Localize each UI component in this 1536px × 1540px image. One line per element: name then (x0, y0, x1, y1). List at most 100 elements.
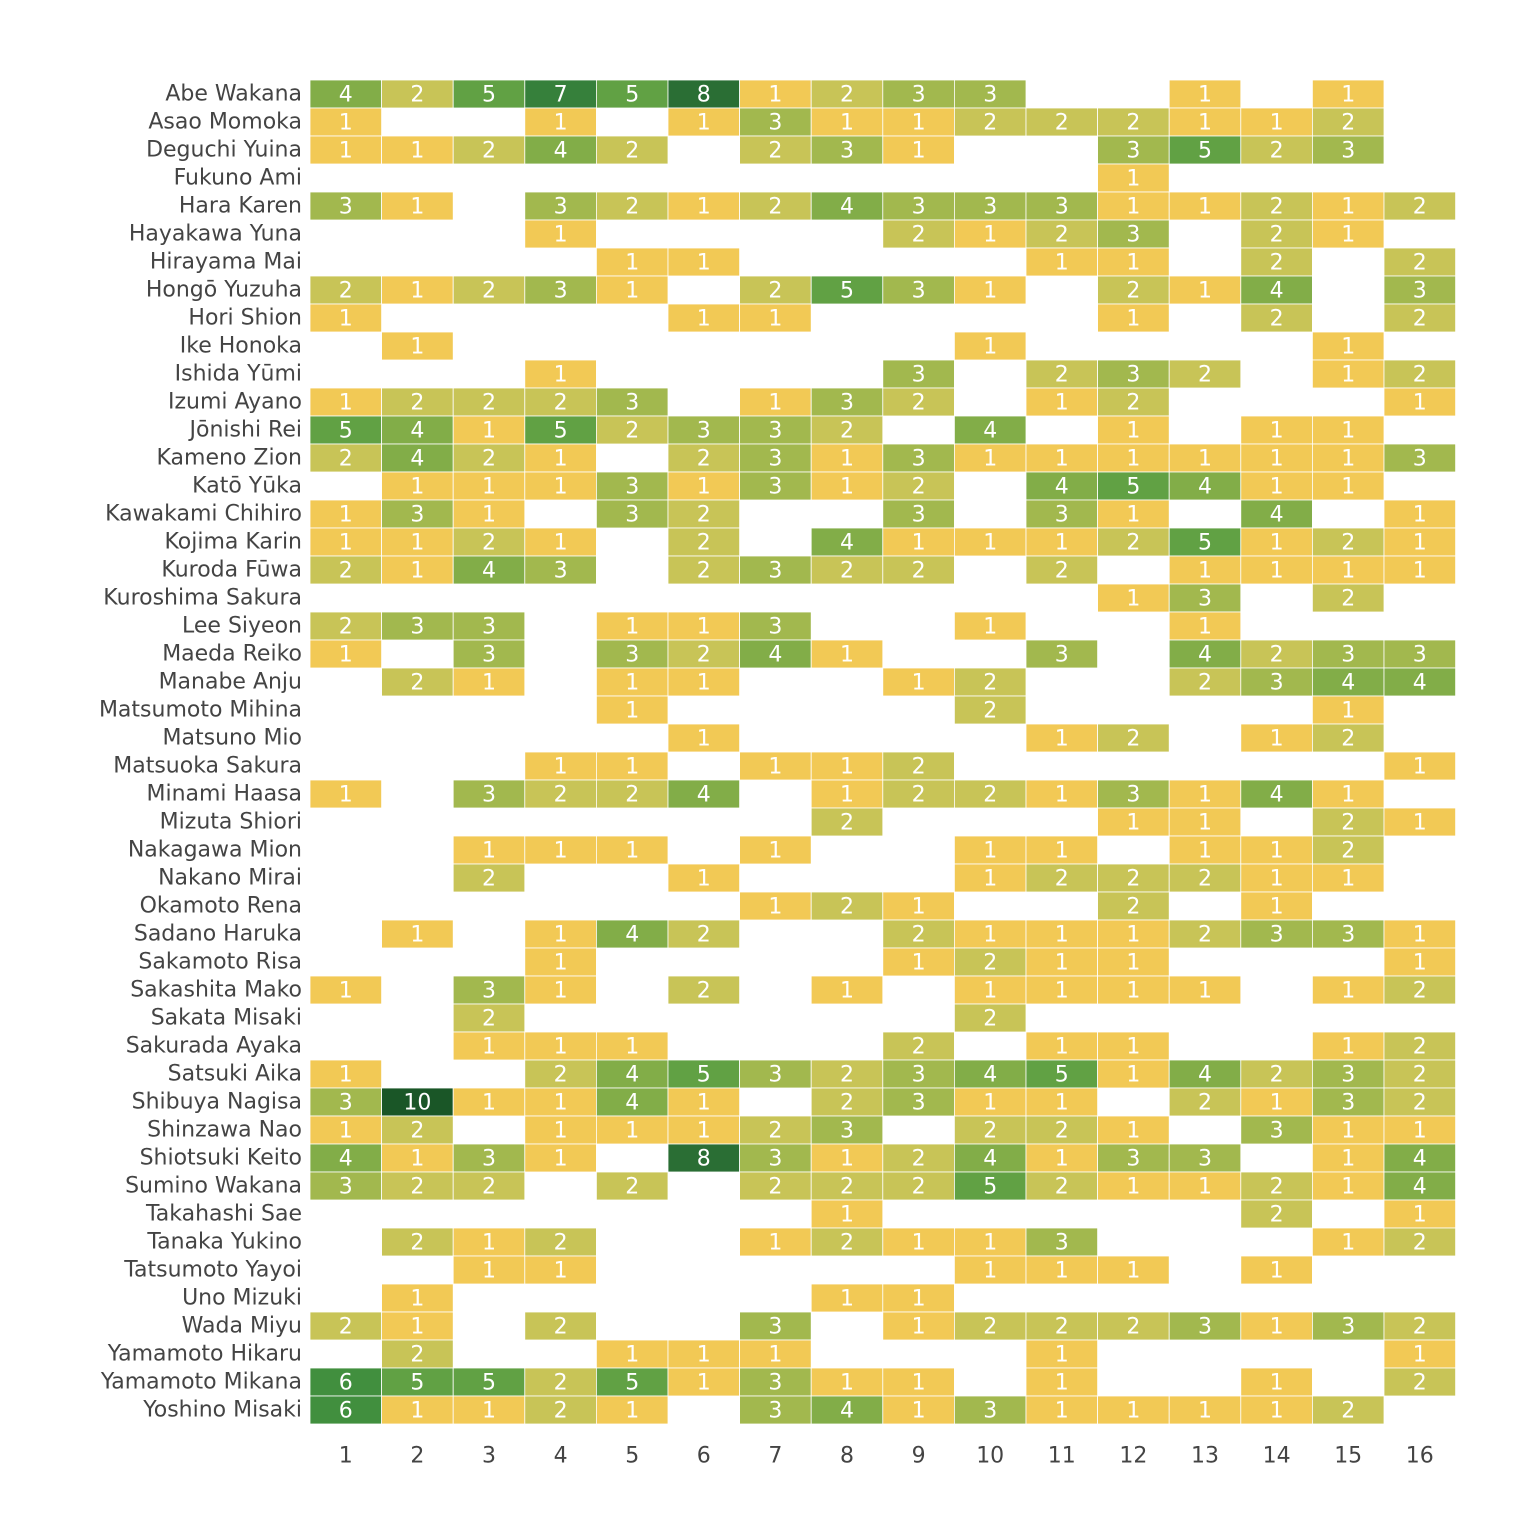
heatmap-cell (596, 611, 669, 641)
cell-value-label: 1 (1055, 783, 1069, 808)
cell-value-label: 2 (1270, 223, 1284, 248)
cell-value-label: 1 (768, 391, 782, 416)
heatmap-cell (1168, 807, 1242, 837)
cell-value-label: 2 (912, 1147, 926, 1172)
cell-value-label: 1 (1270, 475, 1284, 500)
cell-value-label: 1 (697, 195, 711, 220)
cell-value-label: 1 (1341, 867, 1355, 892)
heatmap-cell (452, 415, 526, 445)
cell-value-label: 3 (1413, 279, 1427, 304)
heatmap-cell (1025, 1255, 1098, 1285)
heatmap-cell (381, 1339, 454, 1369)
heatmap-cell (381, 667, 454, 697)
heatmap-cell (452, 1003, 526, 1033)
heatmap-cell (1097, 1255, 1170, 1285)
cell-value-label: 2 (410, 391, 424, 416)
cell-value-label: 1 (1055, 1147, 1069, 1172)
cell-value-label: 2 (1055, 111, 1069, 136)
row-label: Kuroda Fūwa (161, 558, 302, 583)
cell-value-label: 1 (768, 839, 782, 864)
cell-value-label: 3 (482, 783, 496, 808)
cell-value-label: 2 (339, 1315, 353, 1340)
heatmap-cell (381, 191, 454, 221)
cell-value-label: 2 (912, 783, 926, 808)
heatmap-cell (739, 835, 812, 865)
cell-value-label: 3 (339, 195, 353, 220)
cell-value-label: 2 (1341, 587, 1355, 612)
cell-value-label: 2 (1270, 1203, 1284, 1228)
heatmap-cell (1168, 275, 1242, 305)
heatmap-cell (1097, 415, 1170, 445)
cell-value-label: 2 (410, 1119, 424, 1144)
heatmap-cell (882, 1143, 955, 1173)
cell-value-label: 1 (1126, 587, 1140, 612)
heatmap-cell (739, 1395, 812, 1425)
heatmap-cell (1312, 835, 1385, 865)
row-label: Kameno Zion (157, 446, 302, 471)
heatmap-cell (810, 275, 884, 305)
cell-value-label: 1 (1055, 1371, 1069, 1396)
cell-value-label: 4 (339, 1147, 353, 1172)
cell-value-label: 3 (768, 111, 782, 136)
cell-value-label: 3 (912, 447, 926, 472)
cell-value-label: 1 (1055, 1399, 1069, 1424)
cell-value-label: 3 (1270, 923, 1284, 948)
heatmap-cell (1097, 471, 1170, 501)
heatmap-cell (596, 387, 669, 417)
cell-value-label: 2 (1126, 279, 1140, 304)
heatmap-cell (882, 751, 955, 781)
cell-value-label: 3 (912, 279, 926, 304)
cell-value-label: 2 (1055, 867, 1069, 892)
heatmap-cell (739, 191, 812, 221)
heatmap-cell (524, 975, 597, 1005)
heatmap-cell (1383, 1031, 1456, 1061)
cell-value-label: 1 (1413, 559, 1427, 584)
heatmap-cell (739, 303, 812, 333)
cell-value-label: 1 (1270, 839, 1284, 864)
cell-value-label: 1 (339, 503, 353, 528)
cell-value-label: 1 (840, 643, 854, 668)
heatmap-cell (1383, 1059, 1456, 1089)
cell-value-label: 4 (1270, 783, 1284, 808)
cell-value-label: 5 (1198, 139, 1212, 164)
cell-value-label: 3 (410, 503, 424, 528)
heatmap-cell (524, 1143, 597, 1173)
heatmap-cell (1097, 275, 1170, 305)
heatmap-cell (1383, 667, 1456, 697)
heatmap-cell (1240, 891, 1313, 921)
heatmap-cell (524, 835, 597, 865)
heatmap-cell (1383, 555, 1456, 585)
cell-value-label: 1 (983, 279, 997, 304)
cell-value-label: 1 (983, 531, 997, 556)
heatmap-cell (1312, 219, 1385, 249)
cell-value-label: 1 (697, 1371, 711, 1396)
cell-value-label: 2 (554, 1399, 568, 1424)
heatmap-cell (309, 135, 382, 165)
cell-value-label: 1 (912, 1287, 926, 1312)
cell-value-label: 3 (1341, 643, 1355, 668)
heatmap-cell (1240, 1255, 1313, 1285)
cell-value-label: 1 (1198, 83, 1212, 108)
heatmap-cell (381, 1115, 454, 1145)
heatmap-cell (596, 751, 669, 781)
heatmap-cell (452, 79, 526, 109)
heatmap-cell (667, 639, 740, 669)
cell-value-label: 2 (840, 1175, 854, 1200)
cell-value-label: 2 (554, 1063, 568, 1088)
cell-value-label: 4 (983, 419, 997, 444)
cell-value-label: 3 (768, 419, 782, 444)
heatmap-cell (1240, 247, 1313, 277)
cell-value-label: 1 (1198, 811, 1212, 836)
cell-value-label: 1 (1341, 699, 1355, 724)
heatmap-cell (381, 1087, 454, 1117)
heatmap-cell (596, 1087, 669, 1117)
heatmap-cell (1312, 443, 1385, 473)
cell-value-label: 3 (768, 447, 782, 472)
cell-value-label: 1 (1413, 1343, 1427, 1368)
heatmap-cell (1383, 499, 1456, 529)
heatmap-cell (882, 499, 955, 529)
cell-value-label: 2 (1270, 195, 1284, 220)
cell-value-label: 2 (1413, 1035, 1427, 1060)
cell-value-label: 1 (697, 307, 711, 332)
heatmap-cell (882, 1367, 955, 1397)
